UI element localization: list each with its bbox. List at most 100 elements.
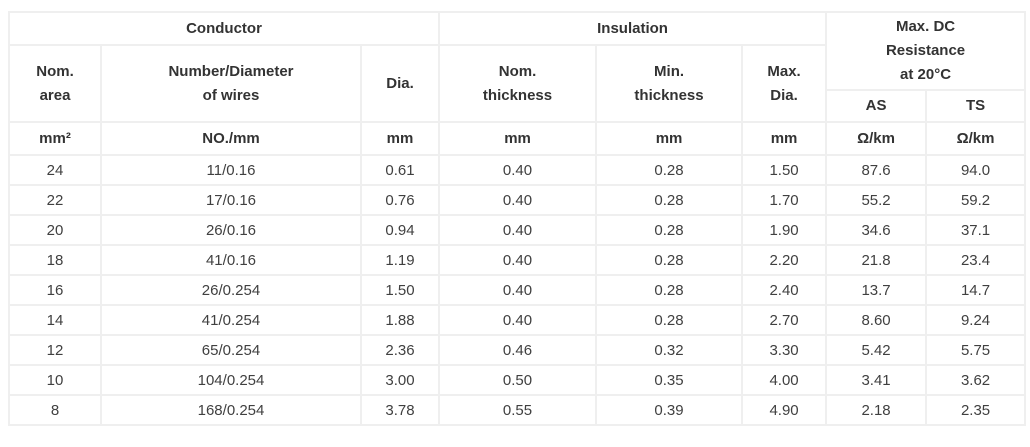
col-header-as: AS <box>825 89 928 123</box>
cell: 94.0 <box>925 154 1027 186</box>
cell: 0.28 <box>595 214 744 246</box>
col-header-number-diameter-of-wires: Number/Diameter of wires <box>100 44 362 123</box>
col-header-dia: Dia. <box>359 44 441 123</box>
unit-dia: mm <box>359 121 441 156</box>
cell: 0.40 <box>438 244 598 276</box>
cell: 65/0.254 <box>100 334 362 366</box>
cell: 168/0.254 <box>100 394 362 426</box>
unit-ts: Ω/km <box>925 121 1027 156</box>
cell: 0.40 <box>438 304 598 336</box>
cell: 0.32 <box>595 334 744 366</box>
table-row: 12 65/0.254 2.36 0.46 0.32 3.30 5.42 5.75 <box>8 334 1027 366</box>
col-header-min-thickness: Min. thickness <box>595 44 744 123</box>
cell: 2.40 <box>741 274 828 306</box>
cell: 41/0.16 <box>100 244 362 276</box>
cell: 2.35 <box>925 394 1027 426</box>
cell: 3.78 <box>359 394 441 426</box>
cell: 0.50 <box>438 364 598 396</box>
cell: 41/0.254 <box>100 304 362 336</box>
table-row: 14 41/0.254 1.88 0.40 0.28 2.70 8.60 9.24 <box>8 304 1027 336</box>
cell: 0.40 <box>438 154 598 186</box>
cell: 0.46 <box>438 334 598 366</box>
group-header-conductor: Conductor <box>7 11 441 46</box>
cell: 24 <box>8 154 102 186</box>
cell: 2.20 <box>741 244 828 276</box>
cell: 0.40 <box>438 274 598 306</box>
cell: 1.90 <box>741 214 828 246</box>
unit-nom-thickness: mm <box>438 121 598 156</box>
unit-nom-area: mm² <box>8 121 102 156</box>
table-row: 8 168/0.254 3.78 0.55 0.39 4.90 2.18 2.35 <box>8 394 1027 426</box>
cell: 0.76 <box>359 184 441 216</box>
cell: 1.70 <box>741 184 828 216</box>
cell: 22 <box>8 184 102 216</box>
cell: 34.6 <box>825 214 928 246</box>
table-row: 10 104/0.254 3.00 0.50 0.35 4.00 3.41 3.62 <box>8 364 1027 396</box>
cell: 2.70 <box>741 304 828 336</box>
cell: 12 <box>8 334 102 366</box>
unit-min-thickness: mm <box>595 121 744 156</box>
cell: 0.40 <box>438 184 598 216</box>
cell: 0.28 <box>595 274 744 306</box>
cell: 0.35 <box>595 364 744 396</box>
cell: 4.00 <box>741 364 828 396</box>
cell: 2.18 <box>825 394 928 426</box>
wire-spec-table: Conductor Insulation Max. DC Resistance … <box>7 11 1027 426</box>
cell: 0.28 <box>595 184 744 216</box>
unit-as: Ω/km <box>825 121 928 156</box>
group-header-insulation: Insulation <box>438 11 828 46</box>
cell: 5.75 <box>925 334 1027 366</box>
cell: 13.7 <box>825 274 928 306</box>
cell: 0.94 <box>359 214 441 246</box>
table-body: 24 11/0.16 0.61 0.40 0.28 1.50 87.6 94.0 22 17/0.… <box>8 154 1027 426</box>
cell: 26/0.254 <box>100 274 362 306</box>
cell: 2.36 <box>359 334 441 366</box>
cell: 14 <box>8 304 102 336</box>
cell: 0.39 <box>595 394 744 426</box>
cell: 0.28 <box>595 244 744 276</box>
cell: 3.30 <box>741 334 828 366</box>
cell: 0.61 <box>359 154 441 186</box>
cell: 0.28 <box>595 304 744 336</box>
col-header-max-dia: Max. Dia. <box>741 44 828 123</box>
cell: 37.1 <box>925 214 1027 246</box>
cell: 0.28 <box>595 154 744 186</box>
col-header-nom-thickness: Nom. thickness <box>438 44 598 123</box>
cell: 11/0.16 <box>100 154 362 186</box>
cell: 21.8 <box>825 244 928 276</box>
cell: 0.40 <box>438 214 598 246</box>
cell: 1.19 <box>359 244 441 276</box>
group-header-max-dc-resistance: Max. DC Resistance at 20°C <box>825 11 1027 91</box>
cell: 8.60 <box>825 304 928 336</box>
header-as-ts-row: AS TS <box>9 89 1027 123</box>
cell: 1.88 <box>359 304 441 336</box>
cell: 3.00 <box>359 364 441 396</box>
table-row: 16 26/0.254 1.50 0.40 0.28 2.40 13.7 14.7 <box>8 274 1027 306</box>
cell: 16 <box>8 274 102 306</box>
cell: 3.62 <box>925 364 1027 396</box>
cell: 55.2 <box>825 184 928 216</box>
col-header-ts: TS <box>925 89 1027 123</box>
unit-number-diameter: NO./mm <box>100 121 362 156</box>
cell: 26/0.16 <box>100 214 362 246</box>
cell: 104/0.254 <box>100 364 362 396</box>
cell: 14.7 <box>925 274 1027 306</box>
cell: 5.42 <box>825 334 928 366</box>
cell: 20 <box>8 214 102 246</box>
header-subhead-row: Nom. area Number/Diameter of wires Dia. … <box>8 44 1025 123</box>
table-row: 18 41/0.16 1.19 0.40 0.28 2.20 21.8 23.4 <box>8 244 1027 276</box>
cell: 23.4 <box>925 244 1027 276</box>
table-row: 20 26/0.16 0.94 0.40 0.28 1.90 34.6 37.1 <box>8 214 1027 246</box>
units-row: mm² NO./mm mm mm mm mm Ω/km Ω/km <box>8 121 1027 156</box>
cell: 87.6 <box>825 154 928 186</box>
table-row: 22 17/0.16 0.76 0.40 0.28 1.70 55.2 59.2 <box>8 184 1027 216</box>
cell: 1.50 <box>359 274 441 306</box>
cell: 3.41 <box>825 364 928 396</box>
cell: 0.55 <box>438 394 598 426</box>
cell: 18 <box>8 244 102 276</box>
unit-max-dia: mm <box>741 121 828 156</box>
cell: 8 <box>8 394 102 426</box>
col-header-nom-area: Nom. area <box>8 44 102 123</box>
cell: 17/0.16 <box>100 184 362 216</box>
cell: 1.50 <box>741 154 828 186</box>
